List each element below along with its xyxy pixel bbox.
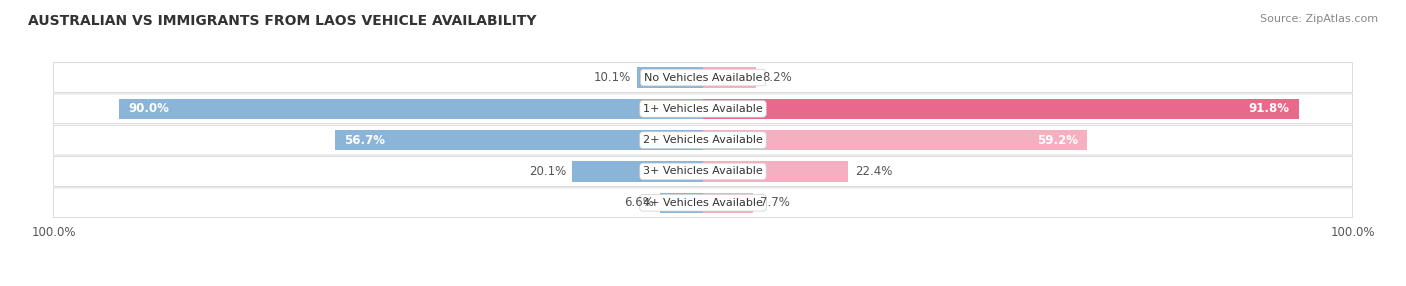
Text: 56.7%: 56.7% xyxy=(344,134,385,147)
Text: No Vehicles Available: No Vehicles Available xyxy=(644,73,762,83)
FancyBboxPatch shape xyxy=(53,156,1353,186)
Text: 4+ Vehicles Available: 4+ Vehicles Available xyxy=(643,198,763,208)
Text: 1+ Vehicles Available: 1+ Vehicles Available xyxy=(643,104,763,114)
FancyBboxPatch shape xyxy=(53,188,1353,218)
Text: 7.7%: 7.7% xyxy=(759,196,789,209)
Bar xyxy=(703,67,756,88)
FancyBboxPatch shape xyxy=(53,94,1353,124)
Bar xyxy=(661,192,703,213)
Bar xyxy=(703,161,848,182)
Text: AUSTRALIAN VS IMMIGRANTS FROM LAOS VEHICLE AVAILABILITY: AUSTRALIAN VS IMMIGRANTS FROM LAOS VEHIC… xyxy=(28,14,537,28)
Bar xyxy=(637,67,703,88)
Bar xyxy=(335,130,703,150)
Text: 22.4%: 22.4% xyxy=(855,165,893,178)
FancyBboxPatch shape xyxy=(53,63,1353,92)
Text: 2+ Vehicles Available: 2+ Vehicles Available xyxy=(643,135,763,145)
Bar xyxy=(703,192,754,213)
Text: 10.1%: 10.1% xyxy=(593,71,631,84)
Text: 8.2%: 8.2% xyxy=(762,71,793,84)
Bar xyxy=(572,161,703,182)
Bar xyxy=(703,130,1087,150)
FancyBboxPatch shape xyxy=(53,125,1353,155)
Text: 59.2%: 59.2% xyxy=(1036,134,1078,147)
Bar xyxy=(118,99,703,119)
Bar xyxy=(703,99,1299,119)
Text: Source: ZipAtlas.com: Source: ZipAtlas.com xyxy=(1260,14,1378,24)
Text: 91.8%: 91.8% xyxy=(1249,102,1289,115)
Text: 6.6%: 6.6% xyxy=(624,196,654,209)
Text: 3+ Vehicles Available: 3+ Vehicles Available xyxy=(643,166,763,176)
Text: 20.1%: 20.1% xyxy=(529,165,567,178)
Text: 90.0%: 90.0% xyxy=(128,102,169,115)
